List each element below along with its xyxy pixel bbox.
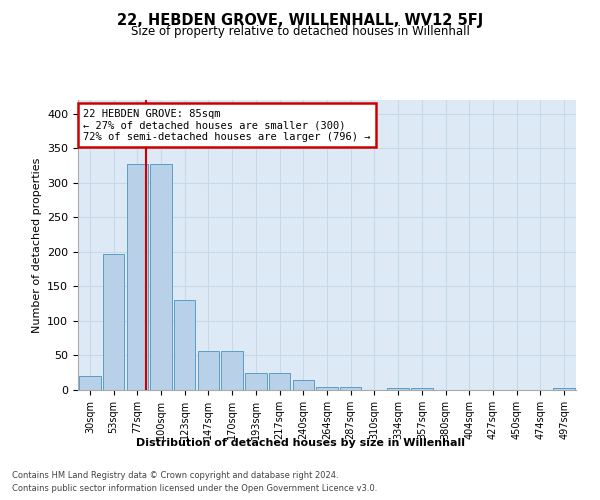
Text: 22 HEBDEN GROVE: 85sqm
← 27% of detached houses are smaller (300)
72% of semi-de: 22 HEBDEN GROVE: 85sqm ← 27% of detached… — [83, 108, 370, 142]
Bar — [316, 386, 338, 390]
Bar — [198, 350, 219, 390]
Text: Contains HM Land Registry data © Crown copyright and database right 2024.: Contains HM Land Registry data © Crown c… — [12, 471, 338, 480]
Bar — [340, 386, 361, 390]
Bar — [553, 388, 575, 390]
Bar — [269, 372, 290, 390]
Text: Size of property relative to detached houses in Willenhall: Size of property relative to detached ho… — [131, 25, 469, 38]
Text: Distribution of detached houses by size in Willenhall: Distribution of detached houses by size … — [136, 438, 464, 448]
Bar — [293, 380, 314, 390]
Text: 22, HEBDEN GROVE, WILLENHALL, WV12 5FJ: 22, HEBDEN GROVE, WILLENHALL, WV12 5FJ — [117, 12, 483, 28]
Bar — [127, 164, 148, 390]
Y-axis label: Number of detached properties: Number of detached properties — [32, 158, 41, 332]
Bar — [103, 254, 124, 390]
Bar — [245, 372, 266, 390]
Bar — [221, 350, 243, 390]
Bar — [151, 164, 172, 390]
Bar — [174, 300, 196, 390]
Bar — [79, 376, 101, 390]
Bar — [411, 388, 433, 390]
Bar — [388, 388, 409, 390]
Text: Contains public sector information licensed under the Open Government Licence v3: Contains public sector information licen… — [12, 484, 377, 493]
